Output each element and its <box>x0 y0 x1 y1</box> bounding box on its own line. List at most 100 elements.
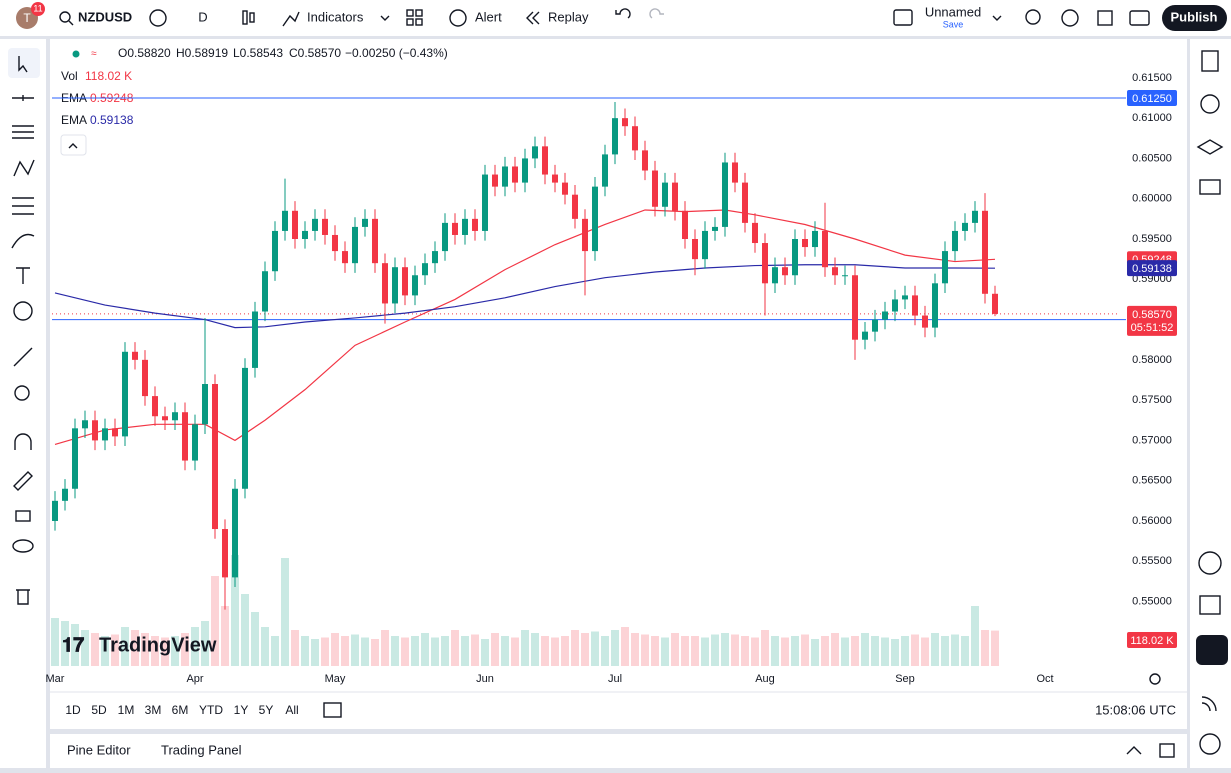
calendar[interactable] <box>1199 595 1221 615</box>
interval[interactable]: D <box>198 9 207 24</box>
range-bar: 1D 5D 1M 3M 6M YTD 1Y 5Y All <box>65 703 298 717</box>
delete[interactable] <box>16 589 30 605</box>
range-button[interactable]: 6M <box>172 703 189 717</box>
volume-bar <box>561 636 569 666</box>
fullscreen[interactable] <box>1097 10 1113 26</box>
magnet[interactable] <box>14 433 32 450</box>
publish-button[interactable] <box>1162 5 1227 31</box>
range-button[interactable]: All <box>285 703 298 717</box>
range-button[interactable]: 1Y <box>234 703 249 717</box>
y-tick-label: 0.58000 <box>1132 354 1172 366</box>
candle-body <box>552 174 558 183</box>
volume-bar <box>391 636 399 666</box>
apps[interactable] <box>1196 635 1228 665</box>
active-tool[interactable] <box>8 48 40 78</box>
avatar-letter: T <box>23 11 31 25</box>
lock[interactable] <box>15 510 31 522</box>
candle-body <box>102 428 108 441</box>
candle-body <box>632 126 638 151</box>
dropdown[interactable] <box>380 15 390 21</box>
quick-search[interactable] <box>1025 9 1041 25</box>
candle-body <box>882 311 888 320</box>
ideas[interactable] <box>1198 551 1222 575</box>
snapshot[interactable] <box>1129 10 1150 26</box>
candle-body <box>702 230 708 260</box>
volume-bar <box>241 594 249 666</box>
candle-body <box>822 230 828 268</box>
y-tick-label: 0.55500 <box>1132 555 1172 567</box>
range-button[interactable]: 3M <box>145 703 162 717</box>
candle-body <box>472 218 478 231</box>
pattern-tool[interactable] <box>13 159 35 177</box>
layers[interactable] <box>1196 139 1224 155</box>
templates-icon <box>415 9 423 17</box>
y-tick-label: 0.56000 <box>1132 515 1172 527</box>
ohlc-value: H0.58919 <box>176 46 228 60</box>
ohlc-value: −0.00250 (−0.43%) <box>345 46 448 60</box>
expand-panel[interactable] <box>1126 746 1142 755</box>
dropdown[interactable] <box>992 15 1002 21</box>
range-button[interactable]: 1D <box>65 703 81 717</box>
range-button[interactable]: YTD <box>199 703 223 717</box>
candle-body <box>832 267 838 276</box>
fib-tool[interactable] <box>12 125 34 139</box>
forecast-tool[interactable] <box>12 197 34 215</box>
alert[interactable]: Alert <box>475 9 502 24</box>
ohlc-value: L0.58543 <box>233 46 283 60</box>
symbol[interactable]: NZDUSD <box>78 9 132 24</box>
ruler[interactable] <box>13 347 33 367</box>
add-symbol[interactable] <box>149 9 167 27</box>
candle-body <box>642 150 648 171</box>
volume-bar <box>291 630 299 666</box>
volume-bar <box>181 633 189 666</box>
range-button[interactable]: 5D <box>91 703 107 717</box>
volume-bar <box>341 636 349 666</box>
stay-drawing[interactable] <box>13 471 33 491</box>
settings[interactable] <box>1061 9 1079 27</box>
volume-bar <box>151 636 159 666</box>
axis-settings[interactable] <box>1149 673 1161 685</box>
volume-bar <box>551 637 559 666</box>
watchlist[interactable] <box>1201 50 1219 72</box>
candle-body <box>732 162 738 183</box>
candle-body <box>922 315 928 328</box>
brush-tool[interactable] <box>11 233 35 249</box>
line-tool[interactable] <box>12 95 34 101</box>
alerts[interactable] <box>1200 94 1220 114</box>
zoom[interactable] <box>14 385 30 401</box>
replay[interactable]: Replay <box>548 9 589 24</box>
volume-bar <box>711 634 719 666</box>
templates-icon[interactable] <box>406 9 414 17</box>
date-range-icon[interactable] <box>323 702 342 718</box>
undo[interactable] <box>615 8 631 19</box>
indicators[interactable]: Indicators <box>307 9 364 24</box>
clock[interactable]: 15:08:06 UTC <box>1095 702 1176 717</box>
candle-body <box>462 218 468 235</box>
volume-badge-bg <box>1127 632 1177 648</box>
chats[interactable] <box>1199 179 1221 195</box>
x-tick-label: Sep <box>895 673 915 685</box>
volume-bar <box>881 637 889 666</box>
candle-body <box>322 218 328 235</box>
save[interactable]: Save <box>943 19 964 29</box>
layout-icon[interactable] <box>893 9 913 26</box>
candle-body <box>132 351 138 360</box>
candle-body <box>72 428 78 489</box>
ema-badge: 0.59138 <box>1132 263 1172 275</box>
chart-type-icon[interactable] <box>242 10 248 25</box>
y-tick-label: 0.55000 <box>1132 595 1172 607</box>
layout-name[interactable]: Unnamed <box>925 4 981 19</box>
text-tool[interactable] <box>16 267 30 284</box>
range-button[interactable]: 5Y <box>259 703 274 717</box>
help[interactable] <box>1199 733 1221 755</box>
maximize-panel[interactable] <box>1159 743 1175 758</box>
redo[interactable] <box>649 8 664 19</box>
panel-tab[interactable]: Trading Panel <box>161 742 242 757</box>
range-button[interactable]: 1M <box>118 703 135 717</box>
emoji-tool[interactable] <box>13 301 33 321</box>
hide[interactable] <box>12 539 34 553</box>
stream[interactable] <box>1201 696 1217 712</box>
candle-body <box>262 271 268 312</box>
cursor[interactable] <box>18 56 28 73</box>
panel-tab[interactable]: Pine Editor <box>67 742 131 757</box>
